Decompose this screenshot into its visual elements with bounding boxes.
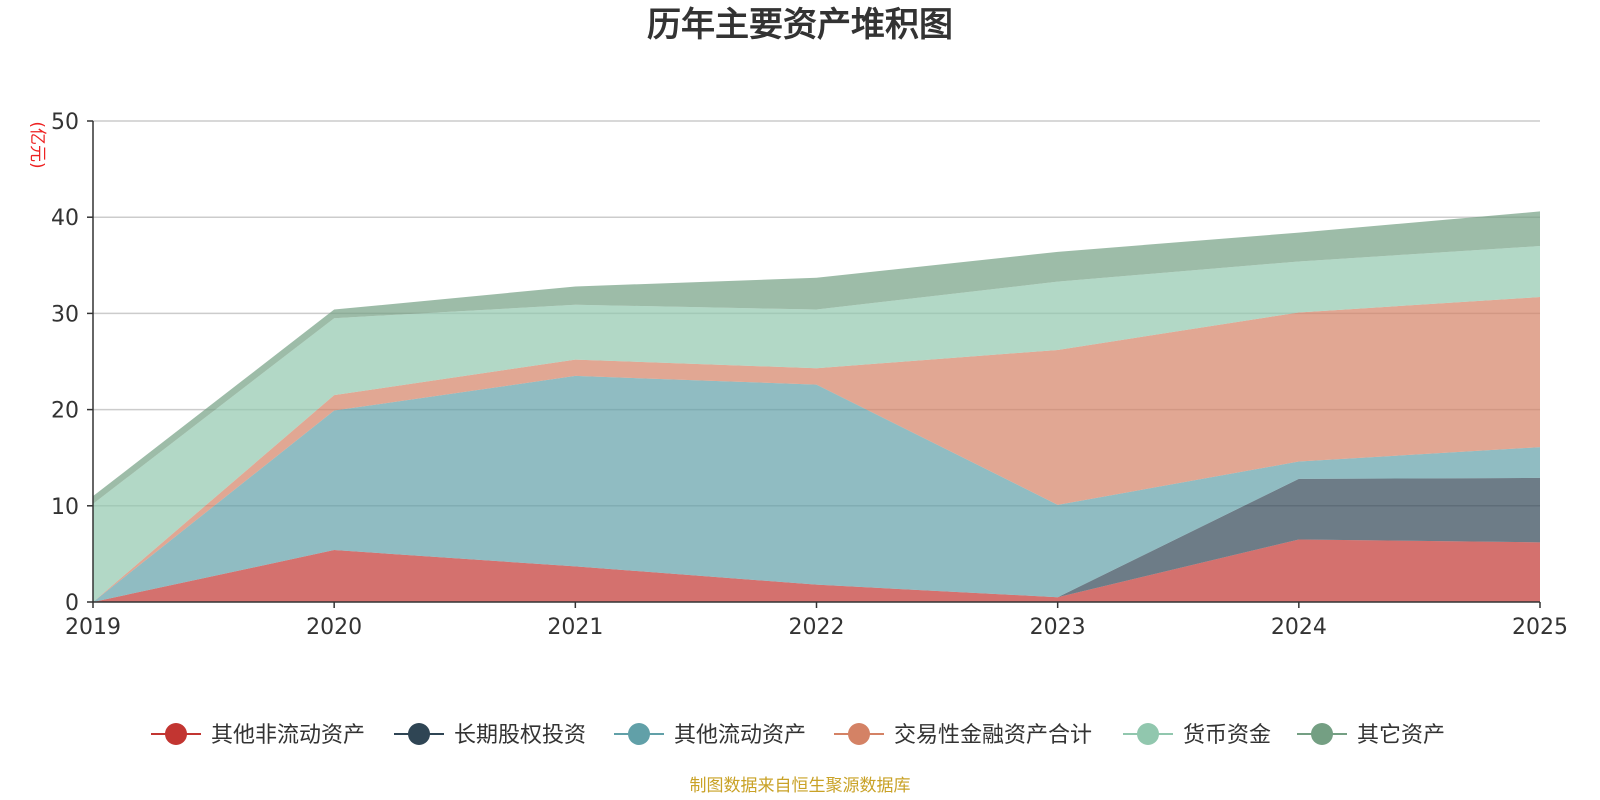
legend-item-4: 货币资金 [1123, 723, 1271, 748]
axes: 0 10 20 30 40 50 2019 2020 2021 2022 2023 2024 2025 [51, 110, 1568, 640]
legend-item-5: 其它资产 [1297, 723, 1445, 748]
area-series-0 [93, 539, 1540, 602]
y-tick-label-0: 0 [65, 591, 79, 616]
x-tick-label-2022: 2022 [789, 615, 845, 640]
y-tick-label-20: 20 [51, 399, 79, 424]
legend-marker-5 [1311, 723, 1333, 745]
legend-marker-0 [165, 723, 187, 745]
area-series-4 [93, 246, 1540, 602]
legend-item-1: 长期股权投资 [394, 723, 586, 748]
data-source-note: 制图数据来自恒生聚源数据库 [690, 776, 911, 796]
legend-item-3: 交易性金融资产合计 [834, 723, 1092, 748]
legend: 其他非流动资产 长期股权投资 其他流动资产 交易性金融资产合计 货币资金 其它资产 [151, 723, 1445, 748]
area-series [93, 211, 1540, 602]
legend-label-0: 其他非流动资产 [211, 723, 365, 748]
y-tick-label-30: 30 [51, 302, 79, 327]
legend-marker-3 [848, 723, 870, 745]
legend-label-2: 其他流动资产 [674, 723, 806, 748]
legend-label-5: 其它资产 [1357, 723, 1445, 748]
x-tick-label-2021: 2021 [547, 615, 603, 640]
legend-label-3: 交易性金融资产合计 [894, 723, 1092, 748]
y-tick-label-50: 50 [51, 110, 79, 135]
y-tick-label-40: 40 [51, 206, 79, 231]
area-series-1 [93, 477, 1540, 602]
x-tick-label-2024: 2024 [1271, 615, 1327, 640]
area-series-5 [93, 211, 1540, 504]
y-axis-unit: (亿元) [27, 121, 47, 168]
legend-label-4: 货币资金 [1183, 723, 1271, 748]
chart-title: 历年主要资产堆积图 [647, 5, 953, 45]
y-tick-label-10: 10 [51, 495, 79, 520]
x-tick-label-2020: 2020 [306, 615, 362, 640]
legend-marker-4 [1137, 723, 1159, 745]
area-series-2 [93, 375, 1540, 602]
x-tick-label-2019: 2019 [65, 615, 121, 640]
legend-marker-2 [628, 723, 650, 745]
legend-item-2: 其他流动资产 [614, 723, 806, 748]
x-tick-label-2025: 2025 [1512, 615, 1568, 640]
legend-marker-1 [408, 723, 430, 745]
legend-label-1: 长期股权投资 [454, 723, 586, 748]
area-series-3 [93, 297, 1540, 602]
x-tick-label-2023: 2023 [1030, 615, 1086, 640]
legend-item-0: 其他非流动资产 [151, 723, 365, 748]
